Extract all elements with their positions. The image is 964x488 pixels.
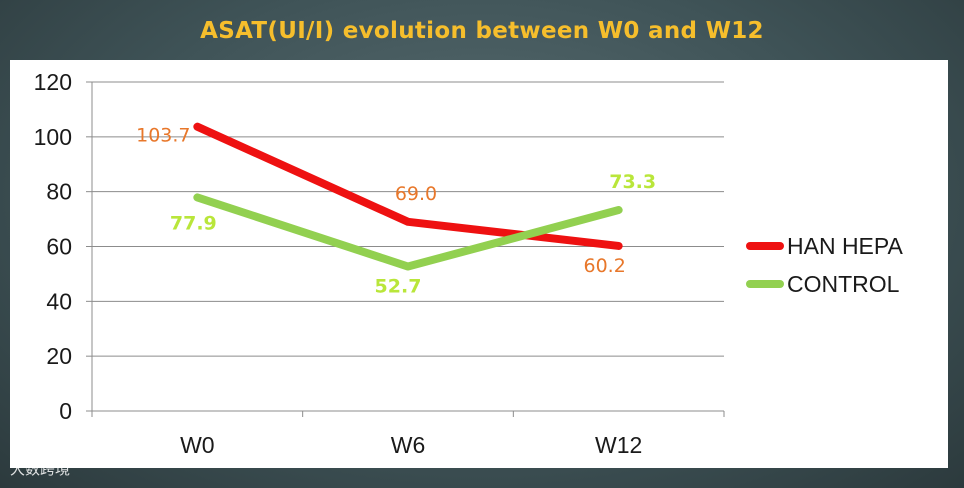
chart-panel <box>10 60 948 468</box>
x-tick-label: W0 <box>180 432 215 458</box>
y-tick-label: 60 <box>46 234 72 260</box>
y-tick-label: 40 <box>46 288 72 314</box>
y-tick-label: 80 <box>46 179 72 205</box>
x-tick-label: W6 <box>391 432 426 458</box>
y-tick-label: 0 <box>59 398 72 424</box>
y-tick-label: 20 <box>46 343 72 369</box>
data-label: 77.9 <box>170 212 217 234</box>
data-label: 103.7 <box>136 125 190 147</box>
series-line-control <box>193 193 623 271</box>
chart-title: ASAT(UI/I) evolution between W0 and W12 <box>200 18 764 44</box>
legend-label: CONTROL <box>787 271 900 297</box>
series-line-han-hepa <box>193 122 623 250</box>
y-tick-label: 100 <box>34 124 72 150</box>
data-label: 73.3 <box>609 171 656 193</box>
data-label: 52.7 <box>375 276 422 298</box>
x-tick-label: W12 <box>595 432 642 458</box>
legend-label: HAN HEPA <box>787 233 904 259</box>
watermark-text: 大数跨境 <box>10 460 71 478</box>
data-label: 69.0 <box>395 183 437 205</box>
data-label: 60.2 <box>584 255 626 277</box>
y-tick-label: 120 <box>34 69 72 95</box>
